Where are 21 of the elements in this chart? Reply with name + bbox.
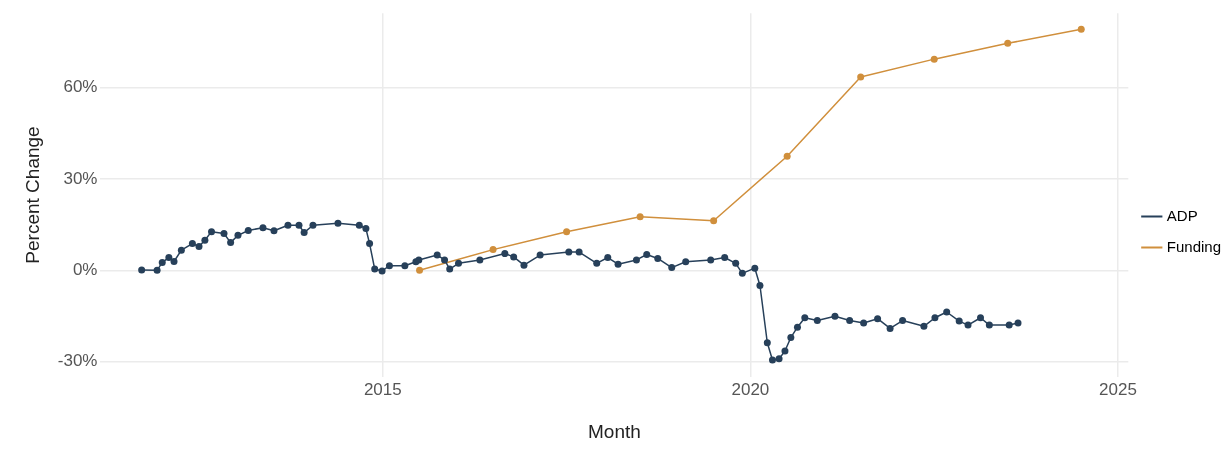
point bbox=[636, 213, 644, 221]
y-tick-label: 30% bbox=[63, 168, 98, 188]
x-tick-label: 2020 bbox=[731, 379, 770, 399]
point bbox=[563, 228, 571, 236]
point bbox=[857, 73, 865, 81]
legend-label: ADP bbox=[1166, 206, 1198, 224]
point bbox=[489, 246, 497, 254]
point bbox=[930, 55, 938, 63]
point bbox=[416, 266, 424, 274]
point bbox=[1004, 39, 1012, 47]
x-tick-label: 2015 bbox=[363, 379, 402, 399]
y-tick-label: 0% bbox=[72, 259, 98, 279]
legend-label: Funding bbox=[1166, 237, 1222, 255]
y-tick-label: 60% bbox=[63, 77, 98, 97]
point bbox=[783, 152, 791, 160]
x-axis-title: Month bbox=[587, 420, 641, 442]
y-axis-title: Percent Change bbox=[21, 126, 43, 264]
x-tick-label: 2025 bbox=[1099, 379, 1137, 399]
y-tick-label: -30% bbox=[57, 351, 98, 371]
point bbox=[710, 217, 718, 225]
point bbox=[1077, 25, 1085, 33]
